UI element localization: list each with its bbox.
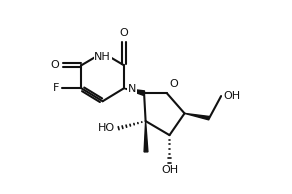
Polygon shape: [185, 113, 209, 120]
Text: NH: NH: [94, 52, 111, 62]
Polygon shape: [124, 88, 145, 95]
Text: OH: OH: [161, 165, 178, 175]
Text: N: N: [128, 84, 136, 94]
Polygon shape: [144, 121, 148, 152]
Text: OH: OH: [223, 91, 240, 101]
Text: F: F: [53, 83, 59, 93]
Text: HO: HO: [98, 123, 115, 133]
Text: O: O: [119, 28, 128, 38]
Text: O: O: [50, 60, 59, 70]
Text: O: O: [170, 79, 178, 89]
